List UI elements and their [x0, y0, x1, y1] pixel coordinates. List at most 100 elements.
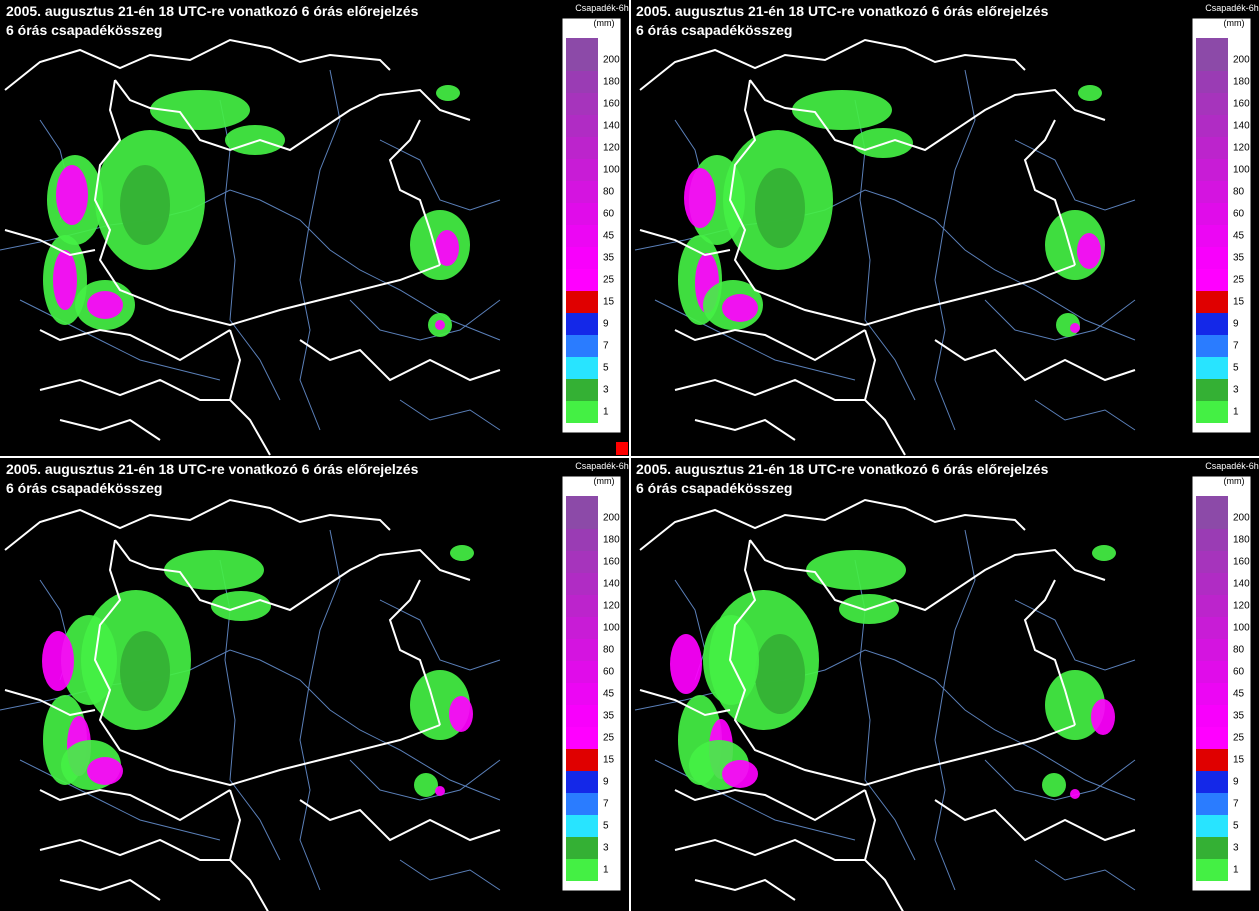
- legend-label: 9: [603, 777, 609, 788]
- legend-swatch: [566, 203, 598, 225]
- legend-label: 200: [603, 513, 620, 524]
- precipitation: [806, 550, 906, 590]
- border: [674, 378, 865, 401]
- legend-label: 140: [603, 121, 620, 132]
- border: [93, 79, 441, 327]
- precipitation: [755, 168, 805, 248]
- legend-label: 3: [1233, 843, 1239, 854]
- legend-swatch: [566, 749, 598, 771]
- river: [349, 299, 501, 341]
- legend-swatch: [566, 247, 598, 269]
- legend-label: 7: [1233, 341, 1239, 352]
- legend-label: 160: [603, 99, 620, 110]
- legend-label: 160: [603, 557, 620, 568]
- precipitation: [684, 168, 716, 228]
- precipitation: [150, 90, 250, 130]
- legend-unit: (mm): [1224, 476, 1245, 486]
- legend-swatch: [566, 617, 598, 639]
- legend-label: 1: [603, 865, 609, 876]
- legend-swatch: [1196, 727, 1228, 749]
- panel-title: 2005. augusztus 21-én 18 UTC-re vonatkoz…: [6, 461, 419, 477]
- legend-label: 120: [603, 601, 620, 612]
- legend-swatch: [1196, 507, 1228, 529]
- legend-label: 5: [1233, 821, 1239, 832]
- legend-label: 100: [603, 165, 620, 176]
- panel-subtitle: 6 órás csapadékösszeg: [6, 480, 162, 496]
- legend-label: 140: [603, 579, 620, 590]
- legend-label: 180: [603, 535, 620, 546]
- legend-label: 1: [1233, 407, 1239, 418]
- border: [4, 229, 96, 257]
- precipitation: [120, 631, 170, 711]
- legend-label: 3: [603, 385, 609, 396]
- legend-label: 60: [603, 209, 615, 220]
- legend: Csapadék-6h (mm) 200 180 160 140 120 100 80 60 45 3…: [561, 461, 629, 892]
- legend-swatch: [1196, 181, 1228, 203]
- river: [934, 69, 976, 431]
- border: [728, 79, 1076, 327]
- legend-label: 35: [1233, 253, 1245, 264]
- map: [634, 38, 1136, 456]
- panel-title: 2005. augusztus 21-én 18 UTC-re vonatkoz…: [636, 461, 1049, 477]
- precipitation: [670, 634, 702, 694]
- legend-label: 9: [1233, 319, 1239, 330]
- river: [299, 529, 341, 891]
- legend-swatch: [566, 49, 598, 71]
- precipitation: [435, 786, 445, 796]
- precipitation: [225, 125, 285, 155]
- legend-swatch: [1196, 335, 1228, 357]
- border: [749, 539, 1106, 612]
- legend-swatch: [1196, 551, 1228, 573]
- legend-label: 160: [1233, 99, 1250, 110]
- map-panel: 2005. augusztus 21-én 18 UTC-re vonatkoz…: [634, 3, 1259, 456]
- legend: Csapadék-6h (mm) 200 180 160 140 120 100 80 60 45 3…: [1191, 461, 1259, 892]
- precipitation: [56, 165, 88, 225]
- river: [1014, 139, 1136, 211]
- precipitation: [722, 760, 758, 788]
- legend-swatch: [566, 115, 598, 137]
- river: [1034, 399, 1136, 431]
- legend-swatch: [1196, 115, 1228, 137]
- precipitation: [53, 250, 77, 310]
- border: [1023, 579, 1076, 726]
- legend-label: 200: [1233, 55, 1250, 66]
- border: [39, 838, 230, 861]
- legend-label: 25: [1233, 733, 1245, 744]
- legend-swatch: [1196, 38, 1228, 49]
- river: [379, 139, 501, 211]
- river: [349, 759, 501, 801]
- legend-swatch: [1196, 529, 1228, 551]
- border: [1023, 119, 1076, 266]
- precipitation: [1045, 670, 1105, 740]
- legend-swatch: [566, 639, 598, 661]
- legend-label: 140: [1233, 579, 1250, 590]
- legend-label: 3: [1233, 385, 1239, 396]
- border: [388, 119, 441, 266]
- precipitation: [436, 85, 460, 101]
- river: [399, 859, 501, 891]
- legend-swatch: [566, 727, 598, 749]
- legend-label: 160: [1233, 557, 1250, 568]
- border: [639, 229, 731, 257]
- legend-swatch: [1196, 357, 1228, 379]
- legend-swatch: [1196, 859, 1228, 881]
- panel-subtitle: 6 órás csapadékösszeg: [636, 480, 792, 496]
- legend-label: 180: [603, 77, 620, 88]
- border: [694, 878, 796, 901]
- precipitation: [435, 230, 459, 266]
- legend-label: 1: [1233, 865, 1239, 876]
- legend-label: 45: [603, 689, 615, 700]
- legend-swatch: [566, 529, 598, 551]
- legend-label: 80: [1233, 187, 1245, 198]
- precipitation: [450, 545, 474, 561]
- legend-swatch: [1196, 683, 1228, 705]
- legend-swatch: [1196, 639, 1228, 661]
- border: [749, 79, 1106, 152]
- legend-swatch: [1196, 291, 1228, 313]
- border: [114, 539, 471, 612]
- legend-swatch: [566, 705, 598, 727]
- precipitation: [449, 696, 473, 732]
- border: [934, 799, 1136, 842]
- border: [114, 79, 471, 152]
